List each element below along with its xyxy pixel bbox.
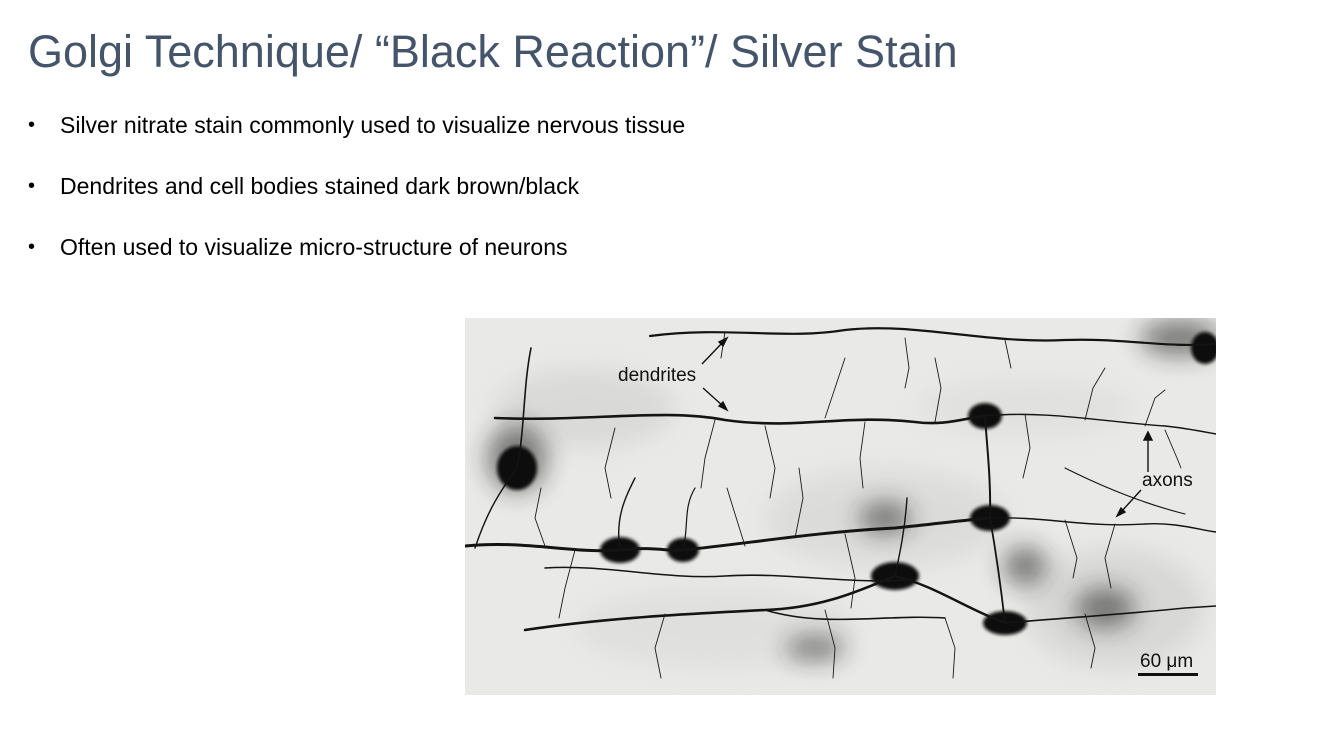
bullet-item: • Often used to visualize micro-structur… <box>28 229 685 265</box>
fine-branches <box>534 331 1182 679</box>
slide-title: Golgi Technique/ “Black Reaction”/ Silve… <box>28 26 958 77</box>
neurites <box>465 327 1216 632</box>
scale-bar <box>1138 673 1198 676</box>
bullet-icon: • <box>28 114 36 136</box>
bullet-icon: • <box>28 175 36 197</box>
micrograph-illustration: dendrites axons 60 μm <box>465 318 1216 695</box>
annotation-arrows <box>701 336 1154 518</box>
bullet-text: Silver nitrate stain commonly used to vi… <box>60 111 686 138</box>
scale-bar-label: 60 μm <box>1140 651 1193 672</box>
bullet-text: Dendrites and cell bodies stained dark b… <box>60 172 580 199</box>
bullet-icon: • <box>28 236 36 258</box>
axons-label: axons <box>1142 470 1193 491</box>
bullet-list: • Silver nitrate stain commonly used to … <box>28 107 685 290</box>
bullet-item: • Dendrites and cell bodies stained dark… <box>28 168 685 204</box>
golgi-stain-micrograph: dendrites axons 60 μm <box>465 318 1216 695</box>
bullet-text: Often used to visualize micro-structure … <box>60 233 568 260</box>
bullet-item: • Silver nitrate stain commonly used to … <box>28 107 685 143</box>
dendrites-label: dendrites <box>618 365 696 386</box>
